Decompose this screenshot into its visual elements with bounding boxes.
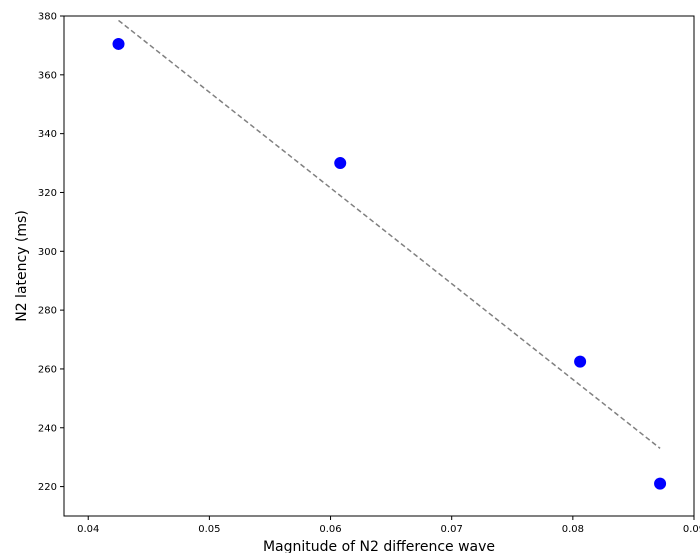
x-tick-label: 0.08 [562,524,584,535]
y-axis-label: N2 latency (ms) [14,210,30,322]
plot-frame [63,15,695,517]
y-tick-label: 360 [38,70,57,81]
y-tick-label: 340 [38,129,57,140]
x-tick-label: 0.05 [198,524,220,535]
data-point [654,477,667,490]
trend-line-layer [118,19,661,449]
y-tick-label: 320 [38,188,57,199]
x-tick-label: 0.06 [319,524,341,535]
x-tick-label: 0.07 [441,524,463,535]
x-axis-label: Magnitude of N2 difference wave [263,539,495,553]
data-point [574,355,587,368]
y-tick-label: 300 [38,247,57,258]
y-tick-label: 280 [38,306,57,317]
x-axis-ticks: 0.04 0.05 0.06 0.07 0.08 0.09 [77,516,700,535]
data-points-layer [112,37,667,490]
y-tick-label: 220 [38,482,57,493]
y-tick-label: 380 [38,12,57,23]
data-point [334,157,347,170]
x-tick-label: 0.09 [683,524,700,535]
y-axis-ticks: 220 240 260 280 300 320 340 360 380 [38,12,64,493]
y-tick-label: 260 [38,364,57,375]
x-tick-label: 0.04 [77,524,99,535]
data-point [112,37,125,50]
trend-line [118,19,661,449]
y-tick-label: 240 [38,423,57,434]
